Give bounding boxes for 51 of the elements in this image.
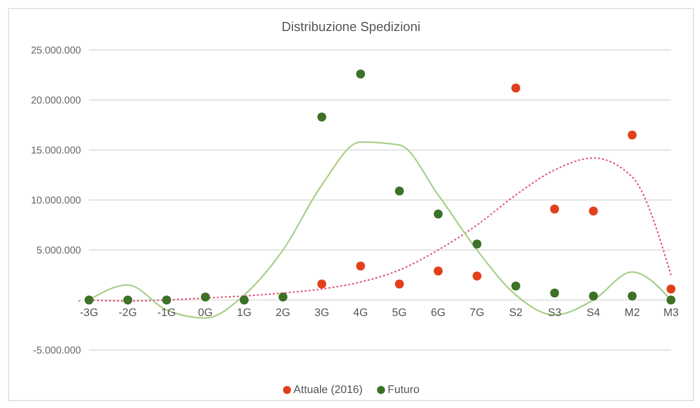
x-tick-label: 7G [470,307,484,319]
x-tick-label: 6G [430,307,446,319]
point [394,186,404,196]
point [240,295,249,305]
x-tick-label: M3 [663,307,679,319]
x-tick-label: -3G [80,307,98,319]
x-tick-label: S4 [586,307,600,319]
point [123,295,132,305]
y-tick-label: -5.000.000 [33,346,82,357]
x-tick-label: -2G [118,307,137,319]
y-tick-label: 10.000.000 [30,196,82,207]
point [511,83,520,93]
x-tick-label: 4G [353,307,368,319]
point [162,295,172,305]
point [356,69,366,79]
point [200,292,210,302]
legend-label: Attuale (2016) [292,384,363,396]
point [588,206,598,216]
x-tick-label: 3G [314,307,330,319]
x-tick-label: 0G [198,307,213,319]
y-tick-label: 20.000.000 [30,96,82,107]
point [511,281,520,291]
point [317,112,326,122]
point [84,295,94,305]
point [550,288,560,298]
x-tick-label: S2 [509,307,523,319]
point [434,266,443,276]
y-tick-label: 5.000.000 [36,246,82,257]
x-tick-label: 5G [392,307,407,319]
point [666,284,676,294]
x-tick-label: 2G [276,307,290,319]
point [628,130,637,140]
point [588,291,598,301]
x-tick-label: M2 [624,307,640,319]
chart-title: Distribuzione Spedizioni [280,18,422,36]
point [550,204,560,214]
point [628,291,637,301]
legend-label: Futuro [386,384,420,396]
point [472,271,482,281]
y-tick-label: 15.000.000 [30,146,82,157]
y-tick-label: 25.000.000 [30,46,82,57]
y-tick-label: - [78,296,81,307]
point [434,209,443,219]
x-tick-label: -1G [157,307,176,319]
point [356,261,366,271]
x-tick-label: 1G [236,307,252,319]
point [666,295,676,305]
point [472,239,482,249]
point [394,279,404,289]
point [278,292,288,302]
point [317,279,326,289]
